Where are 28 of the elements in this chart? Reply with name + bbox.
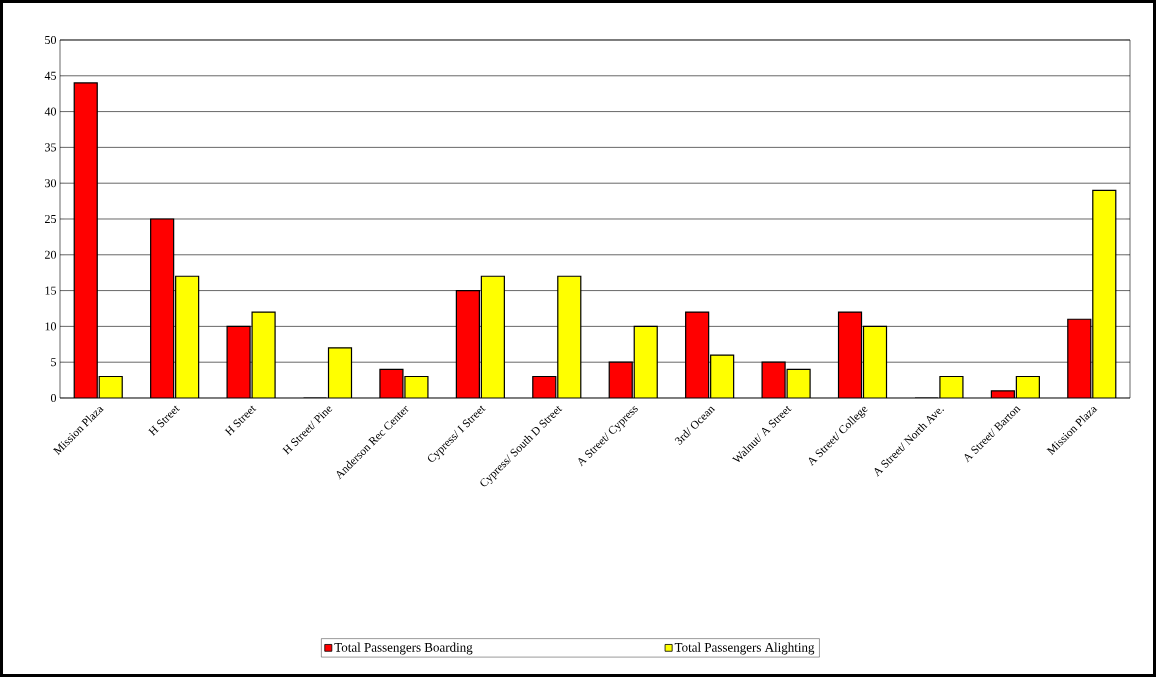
y-tick-label: 50 [45,35,57,45]
y-tick-label: 15 [45,286,57,295]
y-tick-label: 10 [45,322,57,331]
y-tick-label: 45 [44,71,57,80]
y-tick-label: 40 [44,107,57,116]
bar [710,355,734,398]
bar [1067,318,1092,398]
bar [557,276,581,398]
bar [609,362,633,398]
y-tick-label: 5 [51,358,57,367]
bar [481,276,505,398]
bar [328,347,352,398]
bar [456,290,480,398]
bar [634,326,658,398]
y-tick-label: 25 [45,214,57,224]
y-tick-label: 30 [45,179,57,188]
bar [175,276,199,398]
bar [74,82,98,398]
legend-label: Total Passengers Alighting [674,642,815,655]
bar [863,326,887,398]
bar [1092,189,1117,398]
legend-label: Total Passengers Boarding [334,642,473,655]
bar [685,312,709,398]
y-tick-label: 0 [50,393,57,403]
y-tick-label: 35 [45,143,57,152]
bar [838,312,862,398]
y-tick-label: 20 [45,250,57,259]
bar [150,218,174,398]
